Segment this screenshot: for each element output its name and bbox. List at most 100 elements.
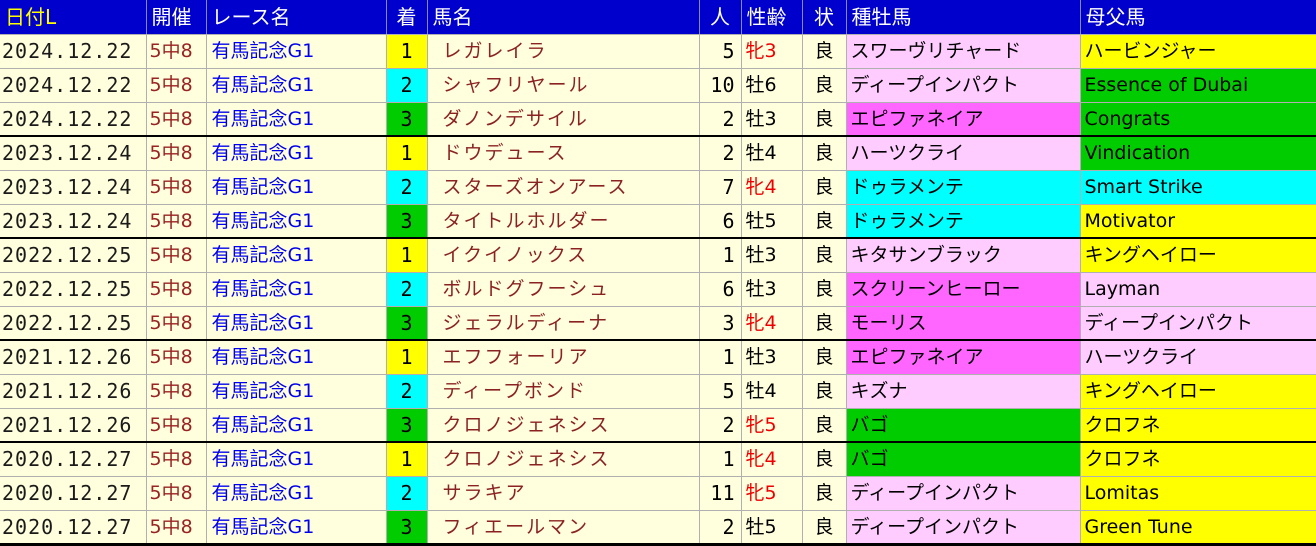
cell-date[interactable]: 2021.12.26 (0, 408, 147, 443)
cell-damsire[interactable]: キングヘイロー (1080, 374, 1316, 409)
cell-meeting[interactable]: 5中8 (146, 272, 207, 307)
cell-horse[interactable]: タイトルホルダー (427, 204, 700, 239)
cell-pop[interactable]: 5 (699, 34, 742, 69)
cell-cond[interactable]: 良 (802, 102, 847, 137)
cell-sire[interactable]: ドゥラメンテ (846, 170, 1081, 205)
cell-horse[interactable]: ジェラルディーナ (427, 306, 700, 341)
cell-finish[interactable]: 3 (386, 102, 428, 137)
cell-sexage[interactable]: 牡4 (741, 135, 803, 171)
cell-pop[interactable]: 2 (699, 510, 742, 546)
col-header-sire[interactable]: 種牡馬 (846, 0, 1081, 35)
cell-damsire[interactable]: ハービンジャー (1080, 34, 1316, 69)
cell-sire[interactable]: ドゥラメンテ (846, 204, 1081, 239)
cell-horse[interactable]: クロノジェネシス (427, 441, 700, 477)
cell-sire[interactable]: エピファネイア (846, 339, 1081, 375)
cell-race[interactable]: 有馬記念G1 (206, 135, 387, 171)
cell-damsire[interactable]: Essence of Dubai (1080, 68, 1316, 103)
cell-damsire[interactable]: Smart Strike (1080, 170, 1316, 205)
cell-finish[interactable]: 1 (386, 34, 428, 69)
cell-date[interactable]: 2023.12.24 (0, 170, 147, 205)
cell-finish[interactable]: 1 (386, 441, 428, 477)
cell-horse[interactable]: ドウデュース (427, 135, 700, 171)
cell-pop[interactable]: 6 (699, 272, 742, 307)
cell-date[interactable]: 2024.12.22 (0, 34, 147, 69)
cell-damsire[interactable]: クロフネ (1080, 441, 1316, 477)
cell-cond[interactable]: 良 (802, 68, 847, 103)
cell-cond[interactable]: 良 (802, 339, 847, 375)
cell-cond[interactable]: 良 (802, 204, 847, 239)
col-header-damsire[interactable]: 母父馬 (1080, 0, 1316, 35)
cell-sexage[interactable]: 牝5 (741, 476, 803, 511)
cell-cond[interactable]: 良 (802, 237, 847, 273)
cell-pop[interactable]: 1 (699, 441, 742, 477)
cell-meeting[interactable]: 5中8 (146, 68, 207, 103)
cell-finish[interactable]: 2 (386, 374, 428, 409)
cell-meeting[interactable]: 5中8 (146, 339, 207, 375)
cell-pop[interactable]: 2 (699, 135, 742, 171)
cell-sire[interactable]: バゴ (846, 408, 1081, 443)
cell-date[interactable]: 2024.12.22 (0, 102, 147, 137)
cell-sexage[interactable]: 牡3 (741, 339, 803, 375)
cell-date[interactable]: 2022.12.25 (0, 306, 147, 341)
cell-sire[interactable]: ディープインパクト (846, 510, 1081, 546)
cell-sire[interactable]: ハーツクライ (846, 135, 1081, 171)
cell-cond[interactable]: 良 (802, 135, 847, 171)
cell-date[interactable]: 2020.12.27 (0, 441, 147, 477)
cell-cond[interactable]: 良 (802, 374, 847, 409)
cell-horse[interactable]: シャフリヤール (427, 68, 700, 103)
cell-sexage[interactable]: 牡5 (741, 510, 803, 546)
cell-cond[interactable]: 良 (802, 272, 847, 307)
cell-meeting[interactable]: 5中8 (146, 204, 207, 239)
cell-date[interactable]: 2023.12.24 (0, 204, 147, 239)
cell-finish[interactable]: 3 (386, 510, 428, 546)
cell-finish[interactable]: 1 (386, 135, 428, 171)
cell-finish[interactable]: 2 (386, 68, 428, 103)
cell-race[interactable]: 有馬記念G1 (206, 34, 387, 69)
cell-horse[interactable]: エフフォーリア (427, 339, 700, 375)
cell-horse[interactable]: スターズオンアース (427, 170, 700, 205)
cell-horse[interactable]: レガレイラ (427, 34, 700, 69)
cell-damsire[interactable]: ハーツクライ (1080, 339, 1316, 375)
cell-sire[interactable]: スクリーンヒーロー (846, 272, 1081, 307)
cell-cond[interactable]: 良 (802, 306, 847, 341)
cell-cond[interactable]: 良 (802, 510, 847, 546)
cell-date[interactable]: 2023.12.24 (0, 135, 147, 171)
cell-finish[interactable]: 3 (386, 408, 428, 443)
cell-pop[interactable]: 1 (699, 339, 742, 375)
cell-damsire[interactable]: ディープインパクト (1080, 306, 1316, 341)
cell-meeting[interactable]: 5中8 (146, 476, 207, 511)
col-header-pop[interactable]: 人 (699, 0, 742, 35)
cell-finish[interactable]: 3 (386, 306, 428, 341)
cell-race[interactable]: 有馬記念G1 (206, 102, 387, 137)
cell-pop[interactable]: 2 (699, 102, 742, 137)
cell-pop[interactable]: 7 (699, 170, 742, 205)
cell-pop[interactable]: 5 (699, 374, 742, 409)
cell-damsire[interactable]: クロフネ (1080, 408, 1316, 443)
cell-date[interactable]: 2020.12.27 (0, 510, 147, 546)
cell-sexage[interactable]: 牝4 (741, 441, 803, 477)
cell-pop[interactable]: 3 (699, 306, 742, 341)
col-header-meeting[interactable]: 開催 (146, 0, 207, 35)
cell-sire[interactable]: エピファネイア (846, 102, 1081, 137)
cell-meeting[interactable]: 5中8 (146, 34, 207, 69)
cell-cond[interactable]: 良 (802, 34, 847, 69)
col-header-finish[interactable]: 着 (386, 0, 428, 35)
cell-sire[interactable]: ディープインパクト (846, 68, 1081, 103)
cell-sire[interactable]: キズナ (846, 374, 1081, 409)
cell-date[interactable]: 2024.12.22 (0, 68, 147, 103)
cell-cond[interactable]: 良 (802, 476, 847, 511)
cell-cond[interactable]: 良 (802, 170, 847, 205)
cell-sexage[interactable]: 牡6 (741, 68, 803, 103)
cell-sexage[interactable]: 牡3 (741, 102, 803, 137)
cell-pop[interactable]: 6 (699, 204, 742, 239)
cell-horse[interactable]: クロノジェネシス (427, 408, 700, 443)
cell-finish[interactable]: 1 (386, 237, 428, 273)
cell-damsire[interactable]: Motivator (1080, 204, 1316, 239)
cell-sexage[interactable]: 牝4 (741, 306, 803, 341)
cell-horse[interactable]: ボルドグフーシュ (427, 272, 700, 307)
cell-sire[interactable]: ディープインパクト (846, 476, 1081, 511)
cell-date[interactable]: 2021.12.26 (0, 374, 147, 409)
cell-meeting[interactable]: 5中8 (146, 237, 207, 273)
cell-pop[interactable]: 10 (699, 68, 742, 103)
cell-finish[interactable]: 3 (386, 204, 428, 239)
